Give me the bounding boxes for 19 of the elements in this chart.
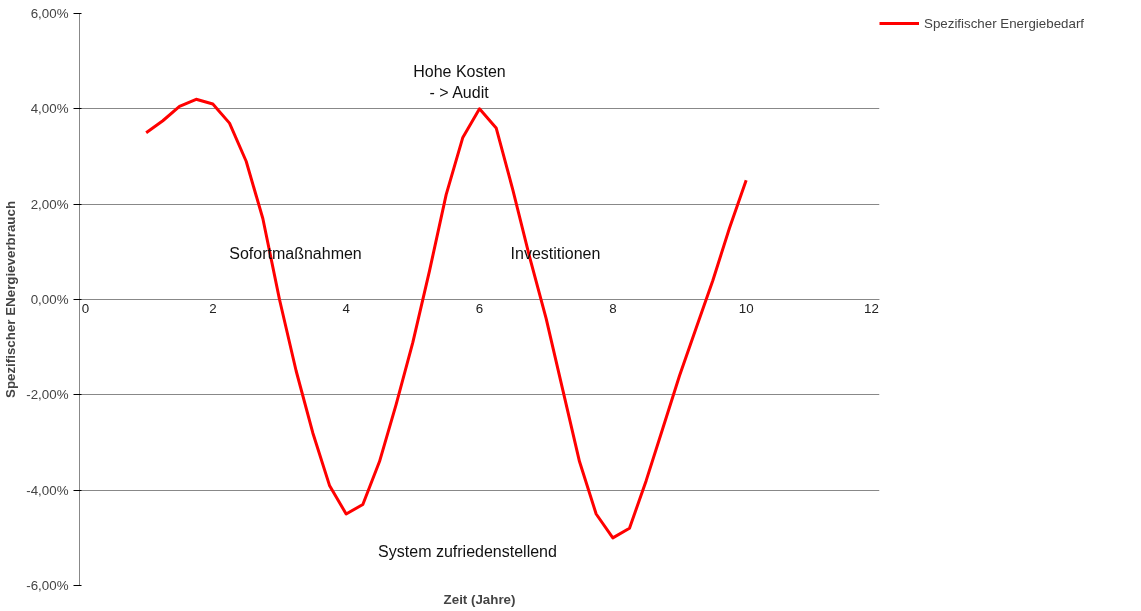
- x-tick-label: 8: [609, 300, 617, 316]
- annotation: System zufriedenstellend: [378, 542, 557, 560]
- annotation: Hohe Kosten - > Audit: [413, 63, 506, 101]
- y-tick-label: 6,00%: [30, 6, 69, 21]
- y-tick-label: 4,00%: [30, 101, 69, 117]
- y-axis-title: Spezifischer ENergieverbrauch: [3, 200, 19, 399]
- y-tick-label: -6,00%: [26, 578, 69, 593]
- x-tick-label: 12: [864, 300, 879, 316]
- y-tick-label: 0,00%: [30, 292, 69, 307]
- x-tick-label: 2: [209, 300, 217, 316]
- y-tick-label: -2,00%: [26, 387, 69, 403]
- x-tick-label: 4: [342, 300, 351, 316]
- x-axis-title: Zeit (Jahre): [443, 591, 516, 607]
- legend-label: Spezifischer Energiebedarf: [924, 15, 1085, 31]
- x-tick-label: 6: [475, 300, 484, 316]
- x-tick-label: 0: [81, 300, 90, 316]
- x-tick-label: 10: [738, 300, 754, 316]
- y-tick-label: -4,00%: [26, 482, 69, 498]
- y-tick-label: 2,00%: [30, 196, 69, 212]
